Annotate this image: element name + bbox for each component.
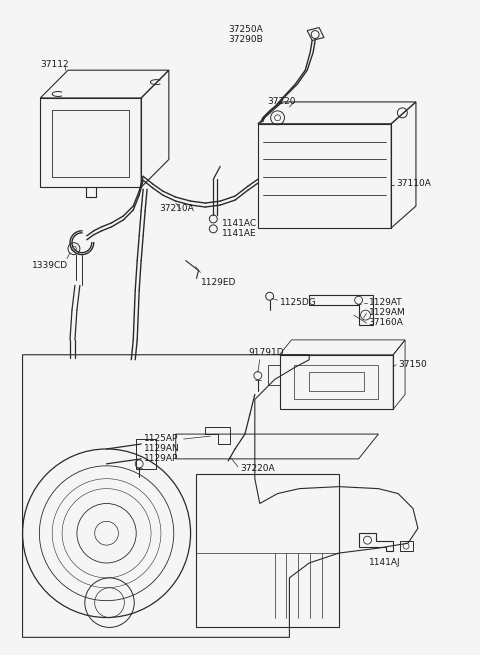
Bar: [294, 365, 378, 400]
Text: 37290B: 37290B: [228, 35, 263, 43]
Text: 37110A: 37110A: [396, 179, 431, 188]
Text: 37150: 37150: [398, 360, 427, 369]
Text: 1129AT: 1129AT: [369, 298, 402, 307]
Text: 1339CD: 1339CD: [33, 261, 69, 270]
Text: 1141AC: 1141AC: [222, 219, 257, 228]
Text: 37250A: 37250A: [228, 25, 263, 33]
Text: 1125DG: 1125DG: [279, 298, 316, 307]
Text: 91791D: 91791D: [248, 348, 284, 357]
Text: 1129AN: 1129AN: [144, 444, 180, 453]
Bar: [136, 439, 156, 469]
Text: 1125AP: 1125AP: [144, 434, 179, 443]
Text: 1141AE: 1141AE: [222, 229, 257, 238]
Text: 1129AM: 1129AM: [369, 308, 405, 317]
Text: 37220A: 37220A: [240, 464, 275, 473]
Text: 37160A: 37160A: [369, 318, 403, 327]
Text: 1129ED: 1129ED: [201, 278, 236, 288]
Text: 1129AP: 1129AP: [144, 454, 179, 463]
Text: 37220: 37220: [268, 97, 296, 106]
Bar: [309, 371, 363, 392]
Text: 1141AJ: 1141AJ: [369, 558, 400, 567]
Text: 37112: 37112: [40, 60, 69, 69]
Text: 37210A: 37210A: [159, 204, 194, 213]
Bar: [52, 110, 129, 178]
